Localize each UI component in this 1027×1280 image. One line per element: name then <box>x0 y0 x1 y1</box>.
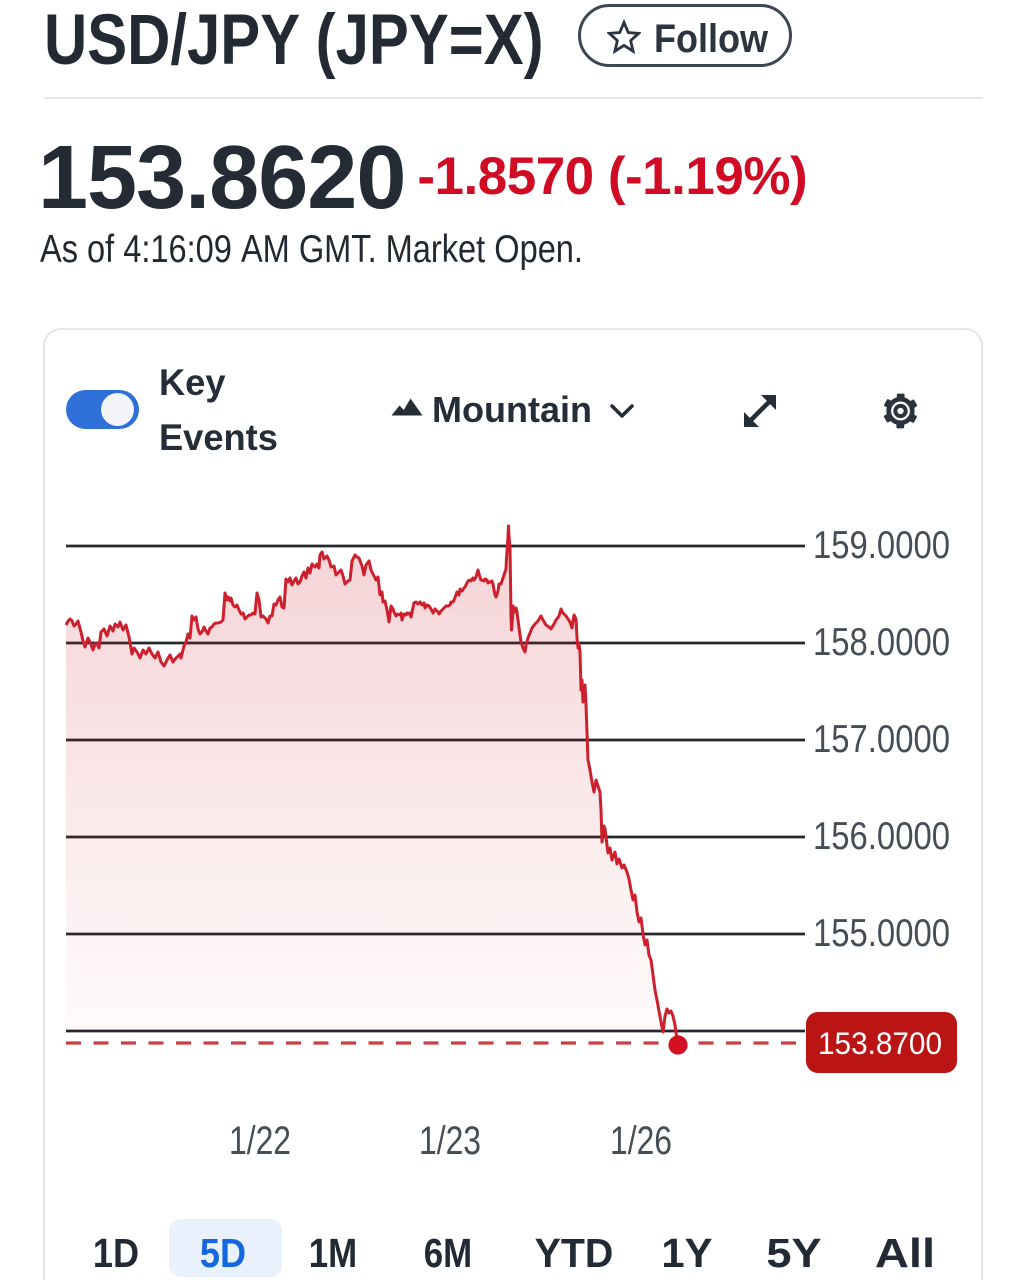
svg-text:158.0000: 158.0000 <box>813 621 950 664</box>
svg-text:1/26: 1/26 <box>610 1119 672 1163</box>
svg-text:1/23: 1/23 <box>419 1119 481 1163</box>
svg-text:156.0000: 156.0000 <box>813 815 950 858</box>
svg-text:157.0000: 157.0000 <box>813 718 950 761</box>
svg-text:155.0000: 155.0000 <box>813 912 950 955</box>
svg-text:1/22: 1/22 <box>229 1119 291 1163</box>
svg-text:153.8700: 153.8700 <box>818 1025 942 1061</box>
svg-text:159.0000: 159.0000 <box>813 524 950 567</box>
